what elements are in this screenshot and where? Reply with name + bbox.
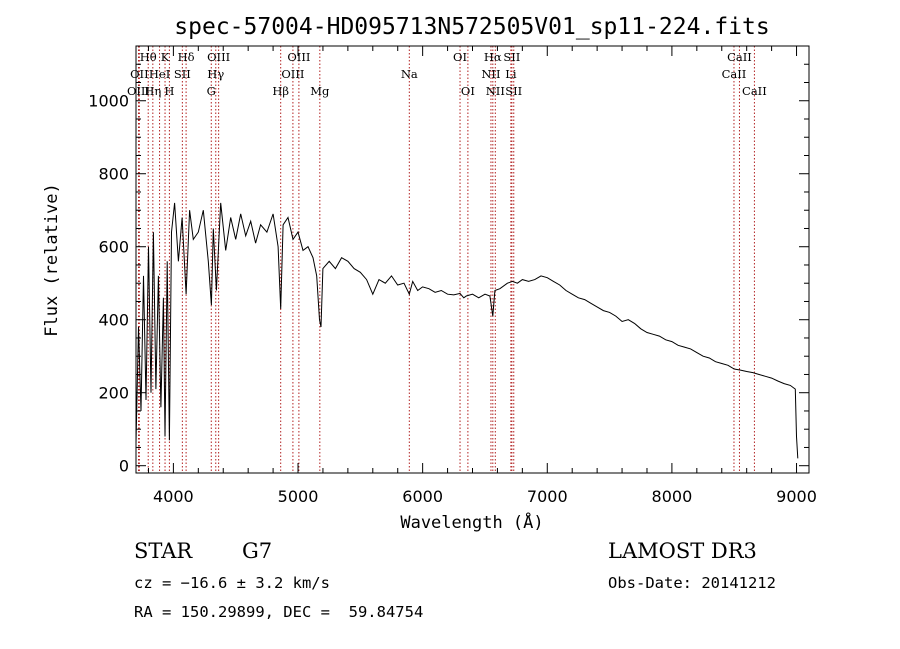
x-tick-label: 5000 bbox=[278, 487, 319, 506]
spectral-line-label: Hα bbox=[484, 50, 502, 64]
y-tick-label: 0 bbox=[119, 457, 129, 476]
spectral-line-label: CaII bbox=[742, 84, 767, 98]
spectral-line-label: OI bbox=[461, 84, 475, 98]
redshift-velocity: cz = −16.6 ± 3.2 km/s bbox=[134, 574, 330, 592]
y-tick-label: 200 bbox=[98, 384, 129, 403]
spectral-line-label: OIII bbox=[281, 67, 304, 81]
spectral-line-label: OIII bbox=[207, 50, 230, 64]
spectral-line-label: NII bbox=[481, 67, 500, 81]
x-axis-ticks: 4000 5000 6000 7000 8000 9000 bbox=[147, 46, 817, 506]
sky-coordinates: RA = 150.29899, DEC = 59.84754 bbox=[134, 603, 424, 621]
spectral-line-label: Hδ bbox=[178, 50, 195, 64]
spectral-line-label: OIII bbox=[127, 84, 150, 98]
y-tick-label: 1000 bbox=[88, 92, 129, 111]
y-tick-label: 800 bbox=[98, 165, 129, 184]
y-axis-ticks: 0 200 400 600 800 1000 bbox=[88, 63, 809, 476]
spectral-line-label: SII bbox=[503, 50, 520, 64]
spectral-line-label: OIII bbox=[287, 50, 310, 64]
spectral-line-label: Hη bbox=[144, 84, 161, 98]
spectrum-series-line bbox=[135, 202, 799, 459]
spectral-line-label: H bbox=[164, 84, 174, 98]
spectral-line-label: Hβ bbox=[272, 84, 289, 98]
survey-name: LAMOST DR3 bbox=[608, 539, 757, 563]
spectral-line-label: HeI bbox=[149, 67, 170, 81]
spectral-line-label: Hγ bbox=[207, 67, 224, 81]
chart-title: spec-57004-HD095713N572505V01_sp11-224.f… bbox=[174, 14, 769, 40]
plot-frame bbox=[135, 45, 810, 474]
spectral-line-label: Hθ bbox=[140, 50, 157, 64]
object-class: STAR bbox=[134, 539, 193, 563]
x-axis-label: Wavelength (Å) bbox=[400, 511, 543, 533]
y-tick-label: 600 bbox=[98, 238, 129, 257]
spectral-line-label: Na bbox=[401, 67, 418, 81]
spectral-line-label: SII bbox=[174, 67, 191, 81]
observation-date: Obs-Date: 20141212 bbox=[608, 574, 776, 592]
x-tick-label: 7000 bbox=[527, 487, 568, 506]
spectral-line-label: NII bbox=[486, 84, 505, 98]
spectral-line-label: Li bbox=[505, 67, 517, 81]
object-subclass: G7 bbox=[242, 539, 273, 563]
spectral-line-label: SII bbox=[505, 84, 522, 98]
x-tick-label: 6000 bbox=[402, 487, 443, 506]
x-tick-label: 8000 bbox=[652, 487, 693, 506]
spectral-line-label: OI bbox=[453, 50, 467, 64]
spectral-line-label: CaII bbox=[722, 67, 747, 81]
spectral-line-label: CaII bbox=[727, 50, 752, 64]
spectral-line-label: K bbox=[161, 50, 170, 64]
y-axis-label: Flux (relative) bbox=[42, 183, 62, 337]
spectral-line-label: OII bbox=[130, 67, 149, 81]
spectral-line-label: G bbox=[207, 84, 216, 98]
spectral-line-markers bbox=[137, 46, 755, 473]
x-tick-label: 9000 bbox=[776, 487, 817, 506]
y-tick-label: 400 bbox=[98, 311, 129, 330]
x-tick-label: 4000 bbox=[153, 487, 194, 506]
spectral-line-label: Mg bbox=[310, 84, 330, 98]
